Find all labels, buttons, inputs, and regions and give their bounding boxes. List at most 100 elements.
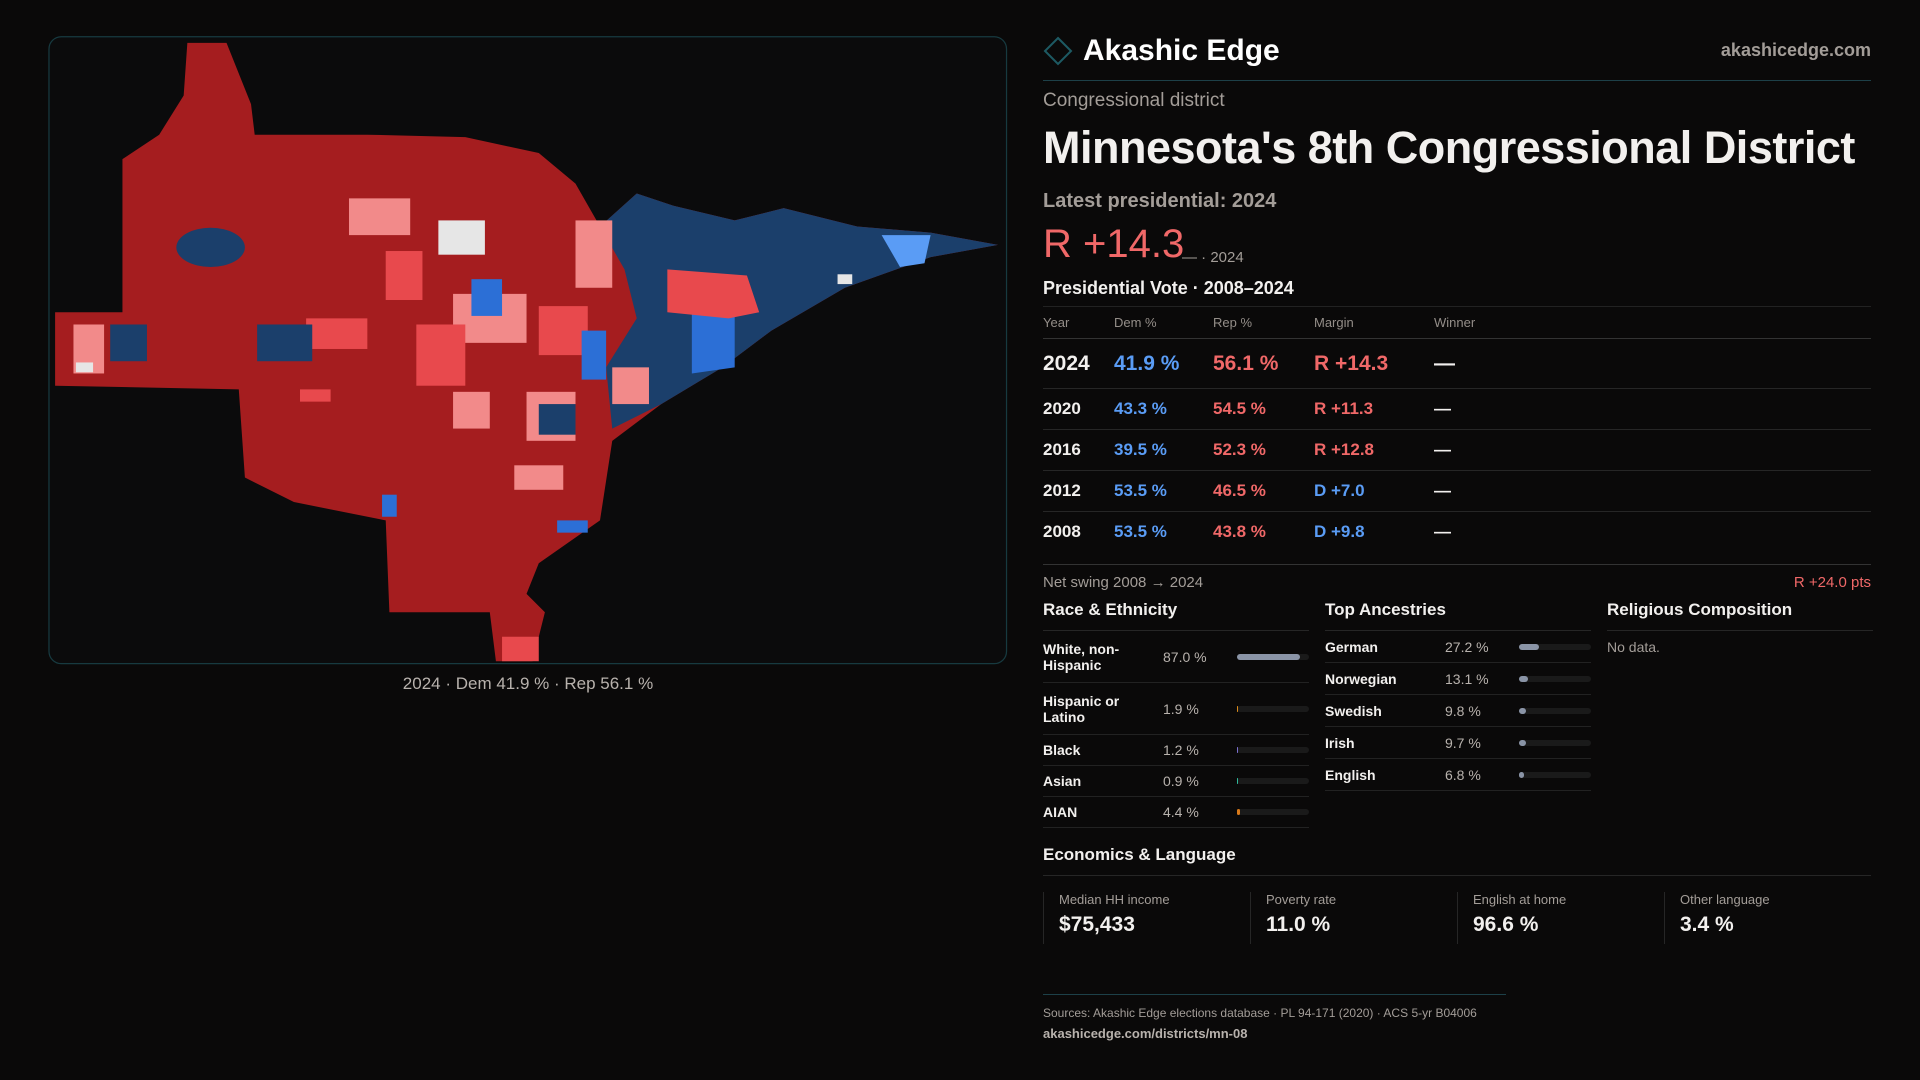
ancestry-label: German [1325,638,1378,655]
col-year: Year [1043,306,1114,339]
race-bar-track [1237,809,1309,815]
brand-logo[interactable]: Akashic Edge [1043,34,1280,68]
votes-title: Presidential Vote · 2008–2024 [1043,278,1294,298]
ancestry-label: Irish [1325,734,1355,751]
cell-winner: — [1434,470,1871,512]
vote-table: Year Dem % Rep % Margin Winner 2024 41.9 … [1043,306,1871,553]
vote-row: 2008 53.5 % 43.8 % D +9.8— [1043,511,1871,553]
vote-row: 2024 41.9 % 56.1 % R +14.3— [1043,338,1871,389]
race-bar-track [1237,705,1309,712]
map-caption: 2024 · Dem 41.9 % · Rep 56.1 % [402,674,654,693]
col-dem: Dem % [1114,306,1213,339]
cell-rep: 52.3 % [1213,429,1314,471]
cell-dem: 39.5 % [1114,429,1213,471]
race-bar-track [1237,653,1309,660]
net-swing-value: R +24.0 pts [1793,574,1871,591]
ancestry-section: Top Ancestries German 27.2 % Norwegian 13.1… [1325,600,1591,791]
stat-value: $75,433 [1059,913,1135,936]
stat-value: 11.0 % [1266,913,1331,936]
ancestry-bar-fill [1519,771,1524,778]
cell-winner: — [1434,388,1871,430]
ancestry-bar-track [1519,643,1591,650]
brand-name: Akashic Edge [1083,34,1280,67]
ancestry-row: Irish 9.7 % [1325,727,1591,759]
ancestry-value: 6.8 % [1445,766,1481,783]
race-bar-fill [1237,705,1239,712]
dem-region-lean [691,306,735,374]
race-value: 4.4 % [1163,804,1199,820]
site-link[interactable]: akashicedge.com [1720,40,1871,60]
net-swing: Net swing 2008 → 2024 R +24.0 pts [1043,564,1871,591]
rep-region-range [667,269,760,319]
race-label: Hispanic or Latino [1043,692,1120,725]
cell-winner: — [1434,338,1871,389]
latest-presidential: Latest presidential: 2024 [1043,190,1277,212]
race-value: 1.9 % [1163,700,1199,717]
race-bar-fill [1237,778,1239,784]
race-value: 0.9 % [1163,773,1199,789]
race-bar-fill [1237,747,1239,753]
col-winner: Winner [1434,306,1871,339]
cell-year: 2016 [1043,429,1114,471]
ancestry-value: 9.7 % [1445,734,1481,751]
page-title: Minnesota's 8th Congressional District [1043,122,1855,173]
cell-margin: D +7.0 [1314,470,1434,512]
ancestry-label: Swedish [1325,702,1382,719]
cell-rep: 56.1 % [1213,338,1314,389]
col-rep: Rep % [1213,306,1314,339]
footer: Sources: Akashic Edge elections database… [1043,994,1506,1041]
stat-value: 3.4 % [1680,913,1734,936]
stat-value: 96.6 % [1473,913,1539,936]
race-section: Race & Ethnicity White, non-Hispanic 87.0… [1043,600,1309,828]
race-label: Black [1043,742,1081,758]
ancestry-row: Norwegian 13.1 % [1325,663,1591,695]
cell-year: 2020 [1043,388,1114,430]
rep-lean-areas [300,251,588,662]
race-title: Race & Ethnicity [1043,600,1309,631]
cell-winner: — [1434,429,1871,471]
stat-label: Median HH income [1059,892,1170,907]
ancestry-label: Norwegian [1325,670,1397,687]
district-url[interactable]: akashicedge.com/districts/mn-08 [1043,1026,1248,1041]
cell-winner: — [1434,511,1871,553]
cell-dem: 53.5 % [1114,470,1213,512]
econ-title: Economics & Language [1043,845,1871,876]
no-data-areas [75,220,853,373]
vote-row: 2012 53.5 % 46.5 % D +7.0— [1043,470,1871,512]
sources: Sources: Akashic Edge elections database… [1043,1006,1477,1020]
stat-label: Other language [1680,892,1770,907]
page-kicker: Congressional district [1043,90,1225,111]
dem-lake-areas [110,227,576,435]
diamond-logo-icon [1043,36,1073,66]
religion-empty: No data. [1607,639,1660,655]
race-row: White, non-Hispanic 87.0 % [1043,631,1309,683]
stat-card: Poverty rate 11.0 % [1250,892,1457,944]
cell-dem: 41.9 % [1114,338,1213,389]
ancestry-bar-fill [1519,643,1539,650]
cell-rep: 43.8 % [1213,511,1314,553]
stat-card: Other language 3.4 % [1664,892,1871,944]
race-bar-fill [1237,809,1241,815]
ancestry-row: Swedish 9.8 % [1325,695,1591,727]
cell-year: 2024 [1043,338,1114,389]
cell-dem: 53.5 % [1114,511,1213,553]
race-label: Asian [1043,773,1082,789]
ancestry-bar-fill [1519,675,1529,682]
religion-title: Religious Composition [1607,600,1873,631]
stat-card: English at home 96.6 % [1457,892,1664,944]
header-divider [1043,80,1871,81]
race-row: Hispanic or Latino 1.9 % [1043,683,1309,735]
race-bar-track [1237,747,1309,753]
race-value: 87.0 % [1163,648,1207,665]
race-label: White, non-Hispanic [1043,640,1120,673]
cell-rep: 46.5 % [1213,470,1314,512]
ancestry-bar-fill [1519,739,1526,746]
cell-year: 2012 [1043,470,1114,512]
cell-year: 2008 [1043,511,1114,553]
ancestry-bar-track [1519,739,1591,746]
ancestry-row: English 6.8 % [1325,759,1591,791]
cell-margin: R +14.3 [1314,338,1434,389]
race-label: AIAN [1043,804,1078,820]
ancestry-value: 13.1 % [1445,670,1489,687]
